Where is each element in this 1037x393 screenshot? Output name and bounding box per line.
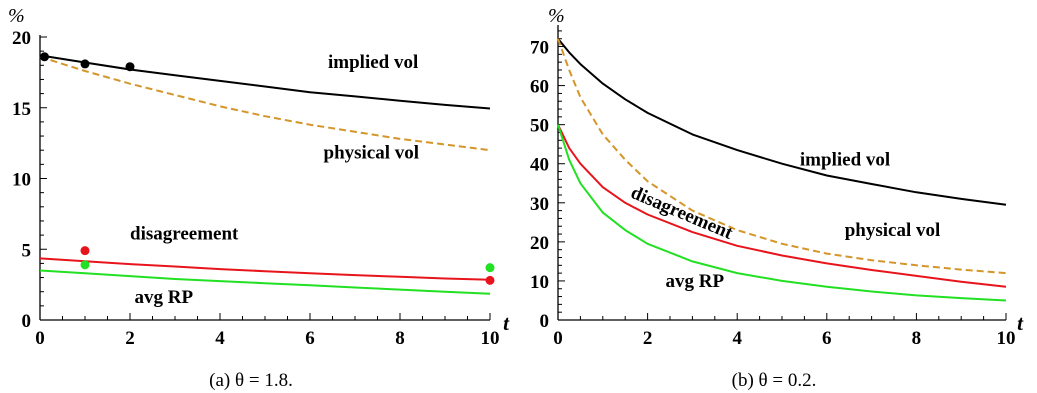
chart-0-x-tick-label: 6	[305, 328, 315, 349]
chart-0-y-axis-label: %	[8, 5, 25, 27]
chart-1-y-tick-label: 30	[530, 194, 549, 215]
chart-1-y-tick-label: 0	[540, 311, 550, 332]
chart-0-x-axis-label: t	[503, 311, 510, 335]
chart-1-x-axis-label: t	[1017, 311, 1024, 335]
chart-0-series-label: implied vol	[328, 52, 418, 73]
chart-1-x-tick-label: 6	[822, 328, 832, 349]
chart-0-point-disagreement	[485, 275, 495, 285]
chart-1-y-axis-label: %	[548, 5, 565, 27]
chart-0-x-tick-label: 8	[395, 328, 405, 349]
chart-1-series-label: avg RP	[666, 271, 725, 292]
chart-0-series-avg-rp	[39, 269, 491, 295]
chart-0-series-disagreement	[39, 257, 491, 281]
chart-0-x-tick-label: 10	[481, 328, 500, 349]
chart-1-series-label: physical vol	[845, 220, 941, 241]
chart-0-point-avg-rp	[485, 263, 495, 273]
chart-0-series-label: avg RP	[135, 287, 194, 308]
chart-0-point-avg-rp	[80, 260, 90, 270]
chart-1-series-physical-vol	[557, 38, 1007, 275]
chart-0-point-implied-vol	[125, 62, 135, 72]
chart-0-series-label: disagreement	[130, 223, 239, 244]
chart-1-y-tick-label: 40	[530, 155, 549, 176]
chart-0-point-disagreement	[80, 246, 90, 256]
chart-1-x-tick-label: 4	[732, 328, 742, 349]
chart-1-y-tick-label: 10	[530, 272, 549, 293]
chart-1-y-tick-label: 70	[530, 38, 549, 59]
chart-0-y-tick-label: 15	[12, 99, 31, 120]
chart-1-x-tick-label: 0	[553, 328, 563, 349]
chart-1-series-label: implied vol	[800, 150, 890, 171]
chart-1-caption: (b) θ = 0.2.	[732, 370, 817, 391]
chart-1-y-tick-label: 50	[530, 116, 549, 137]
chart-0-point-implied-vol	[40, 52, 49, 62]
chart-1-y-tick-label: 20	[530, 233, 549, 254]
chart-0-x-tick-label: 2	[125, 328, 135, 349]
panel-a: 0 2 4 6 8 10 0 5 10 15 20% t implied vol physical vol…	[8, 5, 510, 391]
chart-0-x-tick-label: 0	[35, 328, 45, 349]
chart-0-x-tick-label: 4	[215, 328, 225, 349]
chart-0-caption: (a) θ = 1.8.	[209, 370, 293, 391]
chart-0-series-physical-vol	[39, 55, 491, 152]
chart-1-series-avg-rp	[557, 124, 1007, 302]
chart-1-x-tick-label: 2	[643, 328, 653, 349]
chart-0-point-implied-vol	[80, 59, 90, 69]
chart-0-series-implied-vol	[39, 54, 491, 110]
chart-0-series-label: physical vol	[324, 143, 420, 164]
chart-0-y-tick-label: 5	[22, 240, 32, 261]
panel-b: 0 2 4 6 8 10 0 10 20 30 40 50 60 70% t implied vol physi…	[530, 5, 1024, 391]
chart-1-x-tick-label: 10	[997, 328, 1016, 349]
chart-1-y-tick-label: 60	[530, 77, 549, 98]
chart-1-series-implied-vol	[557, 38, 1007, 206]
chart-0-y-tick-label: 10	[12, 170, 31, 191]
chart-0-y-tick-label: 20	[12, 28, 31, 49]
chart-0-y-tick-label: 0	[22, 311, 32, 332]
chart-1-series-disagreement	[557, 124, 1007, 288]
chart-1-x-tick-label: 8	[912, 328, 922, 349]
